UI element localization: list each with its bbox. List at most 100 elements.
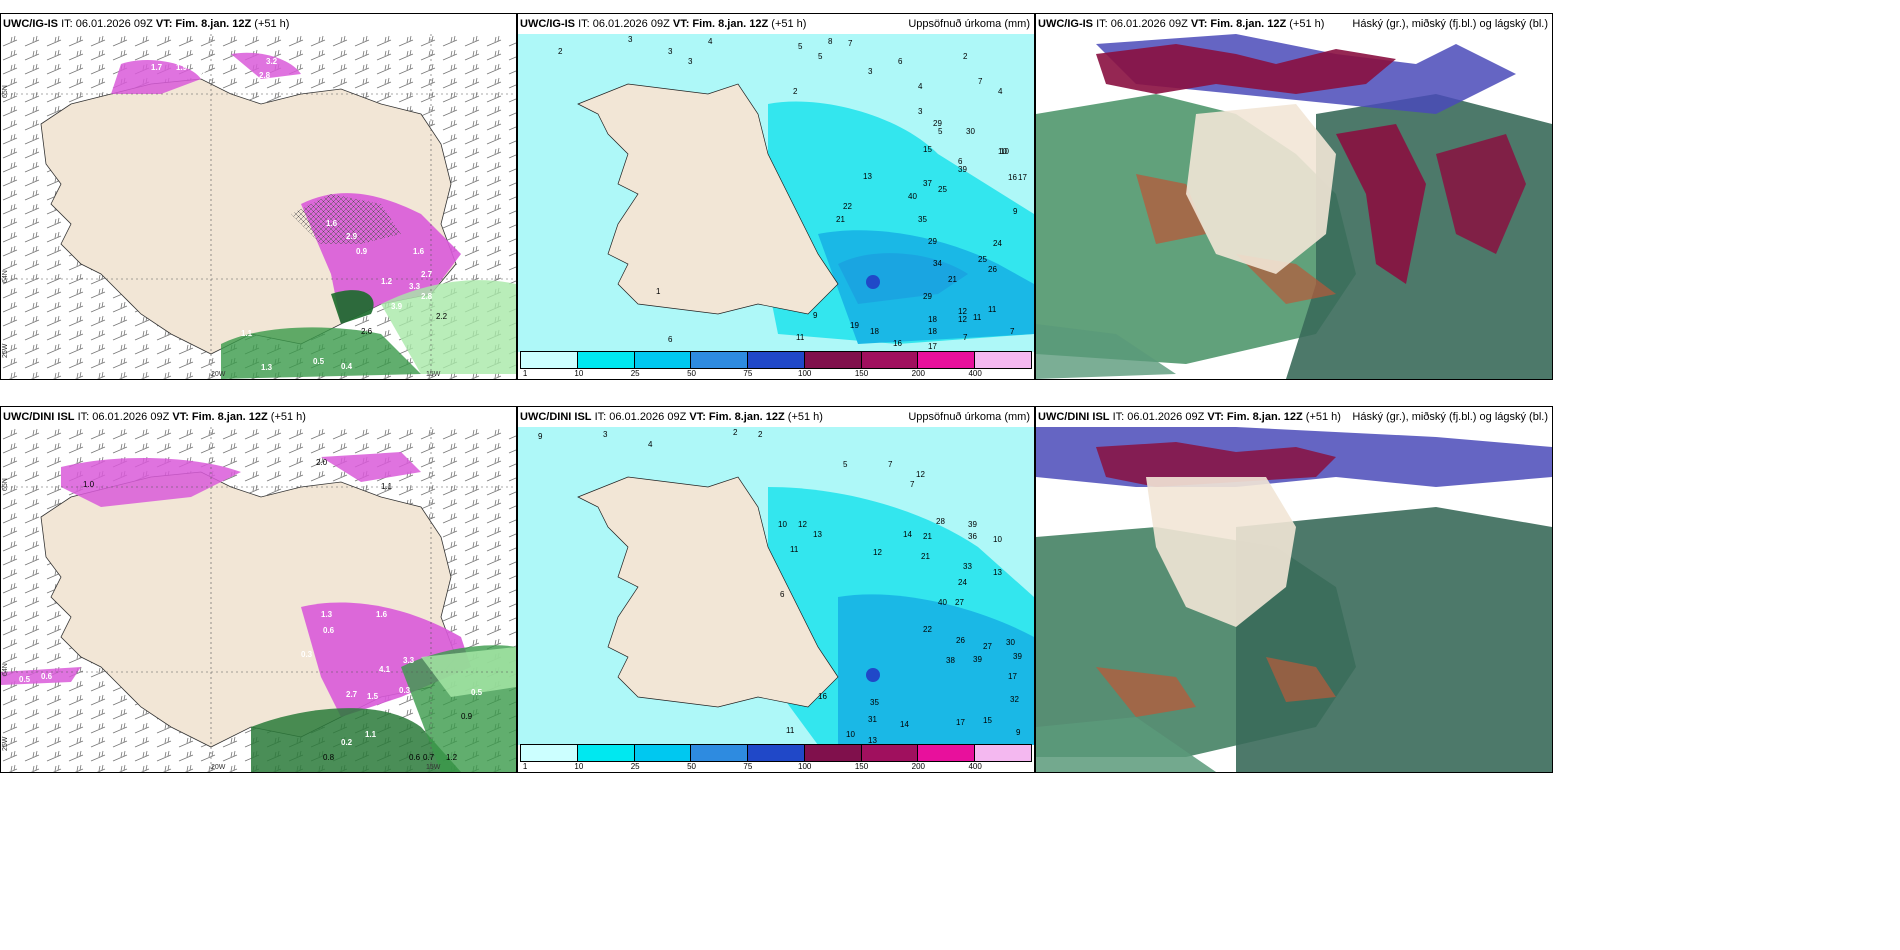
- panel-precip-igis: UWC/IG-IS IT: 06.01.2026 09Z VT: Fim. 8.…: [517, 13, 1035, 380]
- temp-label: 1.2: [446, 753, 458, 762]
- precip-label: 30: [966, 127, 975, 136]
- precip-label: 35: [870, 698, 879, 707]
- precip-label: 21: [948, 275, 957, 284]
- temp-label: 1.2: [196, 67, 208, 76]
- panel-precip-dini: UWC/DINI ISL IT: 06.01.2026 09Z VT: Fim.…: [517, 406, 1035, 773]
- precip-labels: 2 3 3 4 3 5 5 8 7 3 6 4 2 7 4 3 10 5 6 9…: [558, 35, 1027, 351]
- panel-title: UWC/IG-IS IT: 06.01.2026 09Z VT: Fim. 8.…: [1036, 14, 1552, 34]
- temp-labels: 1.7 1.9 1.2 3.2 2.8 1.6 2.9 0.9 1.6 2.7 …: [151, 57, 448, 372]
- precip-label: 26: [956, 636, 965, 645]
- colorbar-swatch: [975, 352, 1032, 368]
- precip-label: 11: [790, 545, 799, 554]
- precip-label: 12: [916, 470, 925, 479]
- precip-label: 7: [963, 333, 968, 342]
- precip-label: 6: [780, 590, 785, 599]
- precip-label: 4: [998, 87, 1003, 96]
- precip-label: 4: [708, 37, 713, 46]
- lat-label: 64N: [2, 270, 9, 283]
- precip-label: 13: [863, 172, 872, 181]
- temp-label: 2.0: [316, 458, 328, 467]
- temp-label: 4.1: [379, 665, 391, 674]
- precip-label: 2: [758, 430, 763, 439]
- temp-label: 1.1: [241, 329, 253, 338]
- colorbar-swatch: [861, 745, 919, 761]
- colorbar-swatch: [804, 352, 862, 368]
- temp-label: 0.3: [301, 650, 313, 659]
- precip-label: 3: [688, 57, 693, 66]
- precip-label: 39: [1013, 652, 1022, 661]
- precip-label: 2: [963, 52, 968, 61]
- precip-label: 8: [828, 37, 833, 46]
- precip-label: 7: [1010, 327, 1015, 336]
- precip-label: 11: [796, 333, 805, 342]
- colorbar-swatch: [691, 352, 749, 368]
- colorbar-tick: 50: [687, 369, 696, 378]
- lat-label: 65N: [2, 478, 9, 491]
- lon-label: 15W: [426, 371, 441, 378]
- precip-label: 30: [1006, 638, 1015, 647]
- precip-label: 32: [1010, 695, 1019, 704]
- temp-label: 2.7: [421, 270, 433, 279]
- lon-label: 20W: [211, 371, 226, 378]
- panel-title: UWC/DINI ISL IT: 06.01.2026 09Z VT: Fim.…: [1, 407, 516, 427]
- panel-subtitle: Háský (gr.), miðský (fj.bl.) og lágský (…: [1352, 18, 1548, 30]
- precip-label: 10: [993, 535, 1002, 544]
- lon-label: 20W: [211, 764, 226, 771]
- precip-label: 5: [818, 52, 823, 61]
- precip-label: 14: [900, 720, 909, 729]
- lat-label: 25W: [2, 736, 9, 751]
- precip-labels: 9 3 4 2 2 5 7 7 12 10 12 13 11 14 21 28 …: [538, 428, 1022, 745]
- precip-label: 3: [628, 35, 633, 44]
- temp-label: 2.6: [361, 327, 373, 336]
- precip-label: 15: [983, 716, 992, 725]
- temp-label: 2.9: [346, 232, 358, 241]
- precip-label: 13: [868, 736, 877, 745]
- colorbar-tick: 75: [743, 762, 753, 771]
- precip-label: 10: [998, 147, 1007, 156]
- precip-label: 17: [1018, 173, 1027, 182]
- panel-clouds-igis: UWC/IG-IS IT: 06.01.2026 09Z VT: Fim. 8.…: [1035, 13, 1553, 380]
- colorbar-tick: 150: [854, 369, 869, 378]
- colorbar-swatch: [521, 745, 578, 761]
- panel-subtitle: Uppsöfnuð úrkoma (mm): [908, 411, 1030, 423]
- colorbar-swatch: [861, 352, 919, 368]
- precip-label: 10: [1000, 147, 1009, 156]
- colorbar-tick: 25: [630, 369, 640, 378]
- precip-label: 3: [668, 47, 673, 56]
- colorbar-swatch: [634, 352, 692, 368]
- colorbar-tick: 400: [968, 369, 982, 378]
- precip-label: 17: [928, 342, 937, 351]
- colorbar-tick: 400: [968, 762, 982, 771]
- precip-label: 18: [870, 327, 879, 336]
- precip-label: 33: [963, 562, 972, 571]
- precip-label: 25: [938, 185, 947, 194]
- temp-label: 0.6: [41, 672, 53, 681]
- temp-label: 0.7: [423, 753, 435, 762]
- colorbar-tick: 100: [797, 369, 812, 378]
- panel-clouds-dini: UWC/DINI ISL IT: 06.01.2026 09Z VT: Fim.…: [1035, 406, 1553, 773]
- precip-label: 21: [921, 552, 930, 561]
- precip-label: 12: [958, 315, 967, 324]
- precip-label: 39: [973, 655, 982, 664]
- precip-label: 9: [1013, 207, 1018, 216]
- colorbar-tick: 1: [522, 762, 528, 771]
- precip-label: 7: [888, 460, 893, 469]
- panel-title: UWC/IG-IS IT: 06.01.2026 09Z VT: Fim. 8.…: [1, 14, 516, 34]
- precip-map: 9 3 4 2 2 5 7 7 12 10 12 13 11 14 21 28 …: [518, 427, 1034, 745]
- temp-label: 3.3: [409, 282, 421, 291]
- precip-label: 7: [848, 39, 853, 48]
- precip-label: 5: [843, 460, 848, 469]
- precip-label: 35: [918, 215, 927, 224]
- precip-label: 27: [983, 642, 992, 651]
- temp-label: 0.2: [341, 738, 353, 747]
- precip-label: 5: [798, 42, 803, 51]
- precip-label: 22: [923, 625, 932, 634]
- temp-labels: 2.0 1.0 1.1 1.3 0.6 1.6 0.3 4.1 3.3 2.7 …: [19, 458, 483, 762]
- precip-label: 3: [603, 430, 608, 439]
- temp-label: 1.6: [326, 219, 338, 228]
- panel-title: UWC/DINI ISL IT: 06.01.2026 09Z VT: Fim.…: [1036, 407, 1552, 427]
- precip-label: 4: [648, 440, 653, 449]
- colorbar-swatch: [521, 352, 578, 368]
- precip-label: 2: [733, 428, 738, 437]
- precip-label: 13: [993, 568, 1002, 577]
